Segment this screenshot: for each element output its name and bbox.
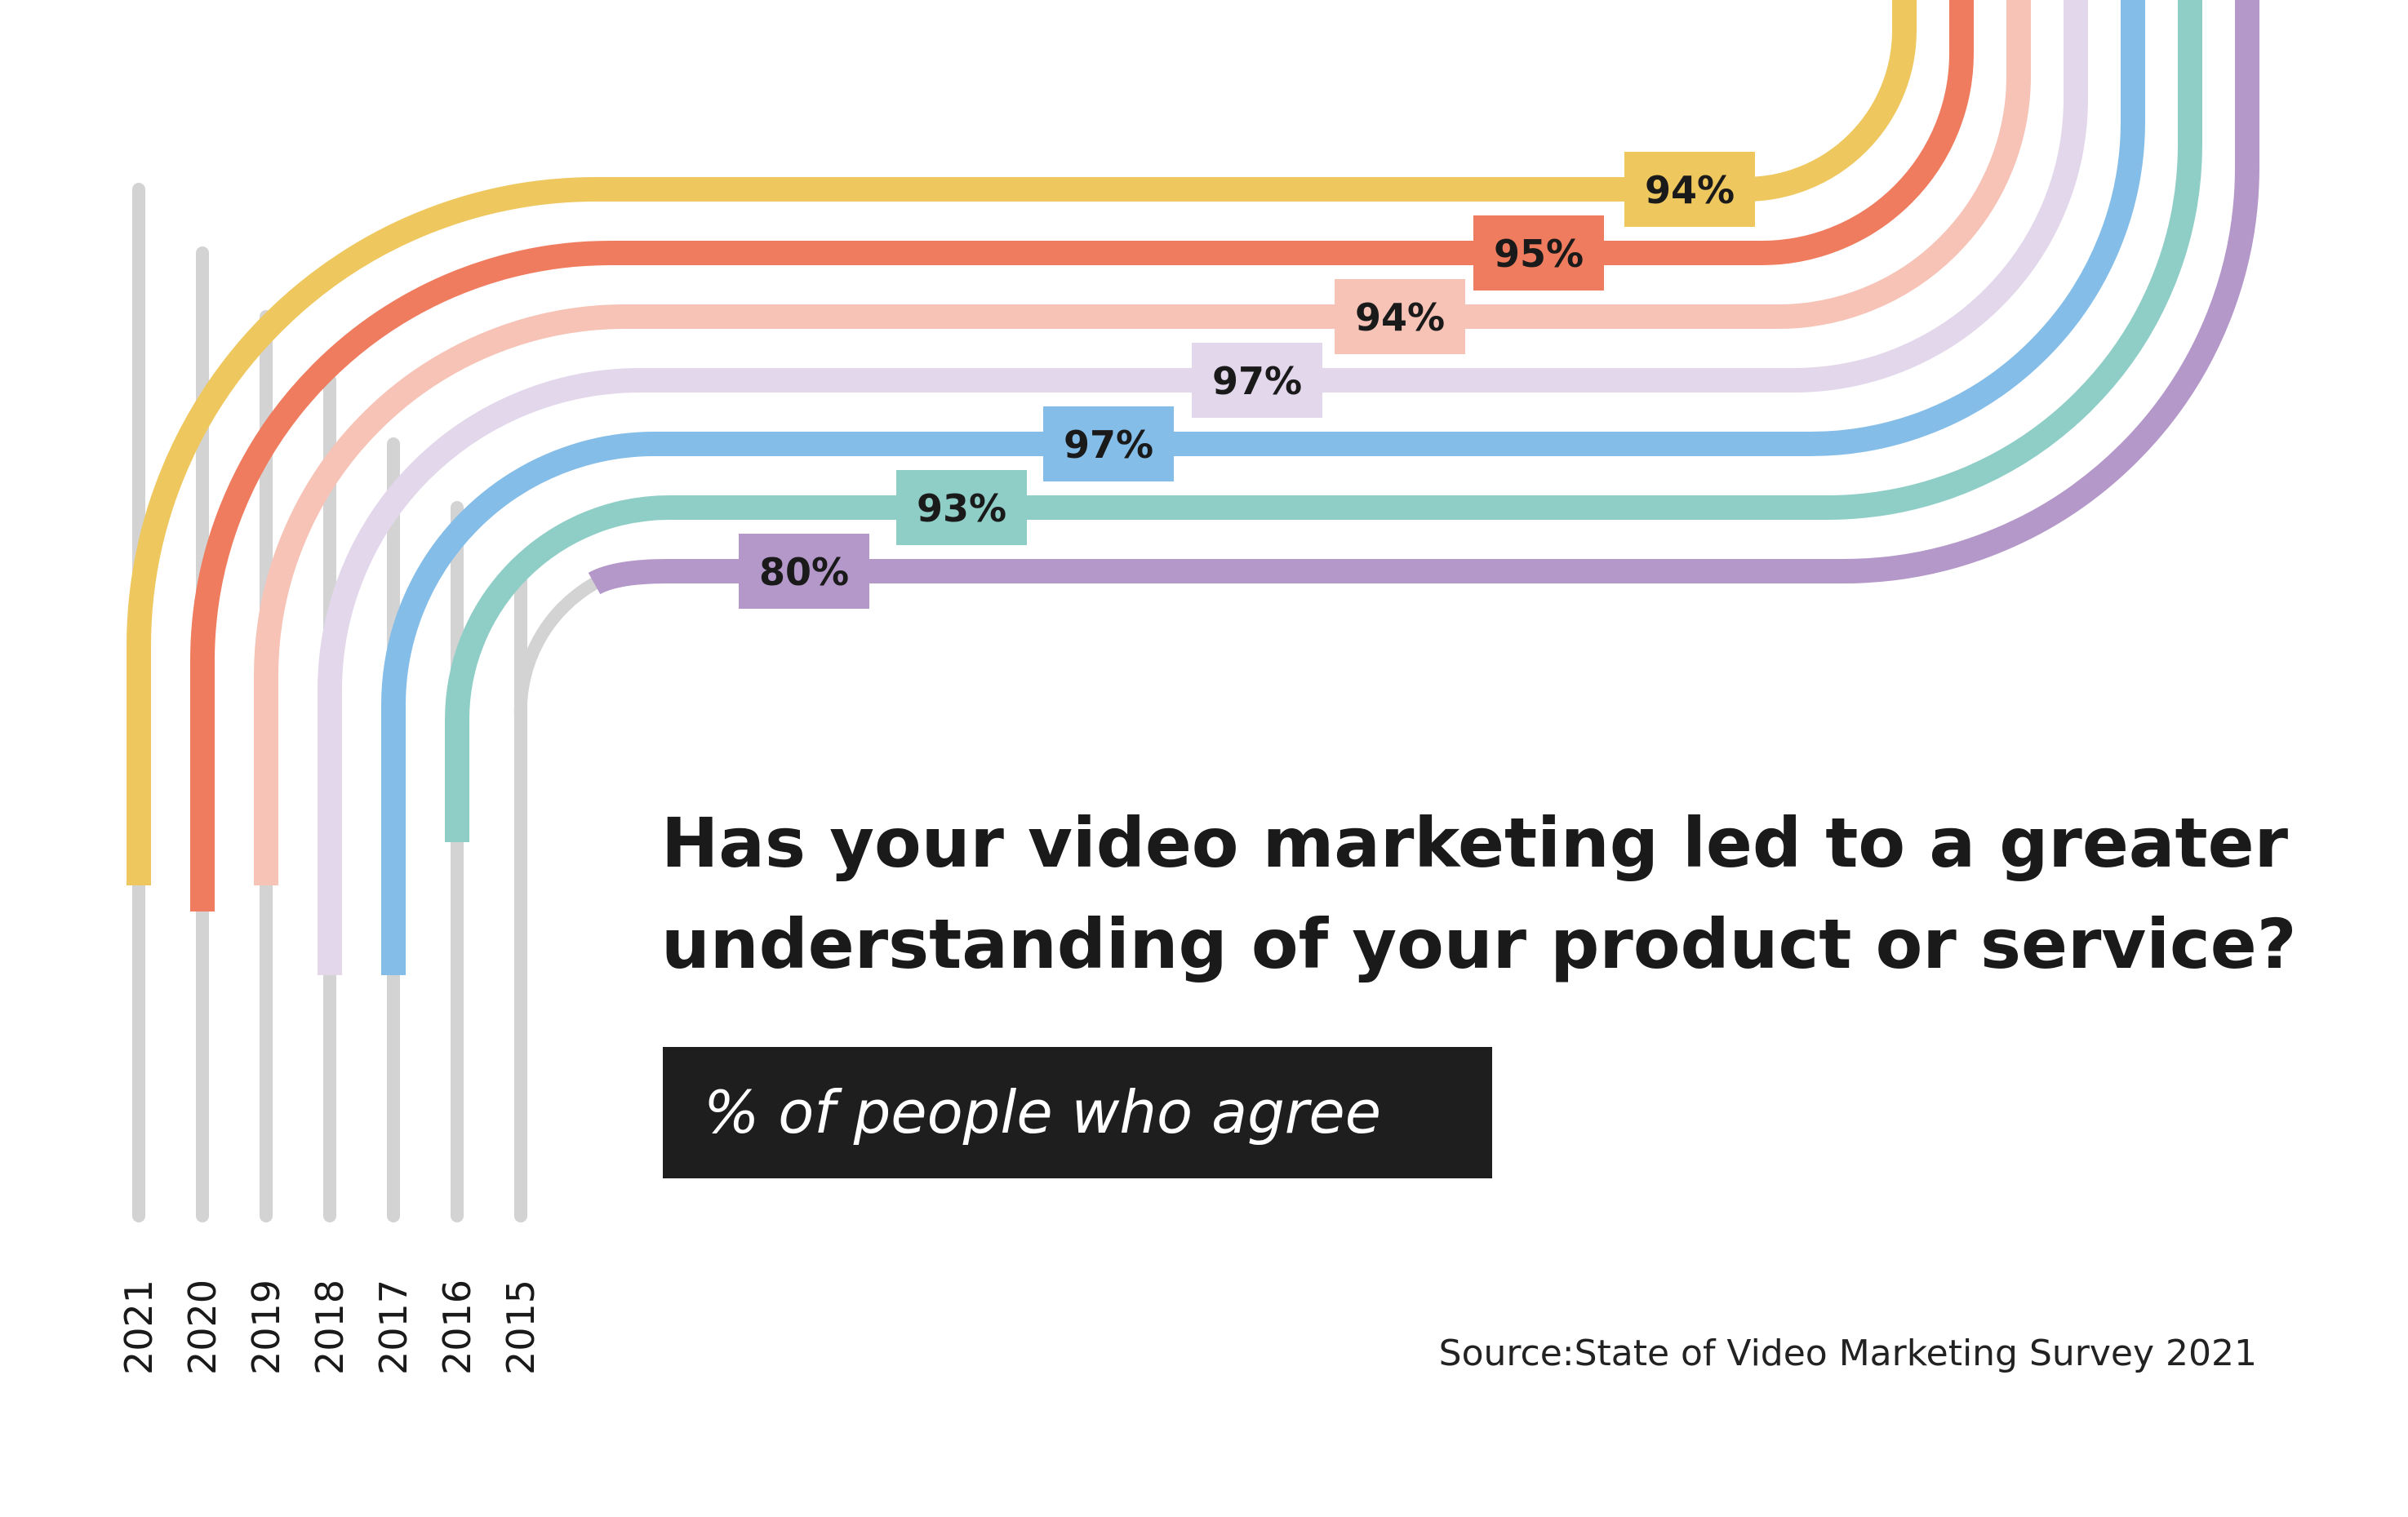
data-label-2017: 97% — [1064, 423, 1153, 467]
stem-bend-2015 — [513, 577, 601, 1222]
value-tag-2016 — [896, 470, 1027, 545]
chart-subtitle: % of people who agree — [704, 1078, 1381, 1147]
data-label-2021: 94% — [1645, 168, 1735, 212]
year-label-2020: 2020 — [180, 1280, 224, 1375]
year-label-2019: 2019 — [244, 1280, 288, 1375]
data-label-2015: 80% — [759, 550, 849, 594]
subtitle-pill — [663, 1047, 1492, 1178]
year-label-2015: 2015 — [499, 1280, 543, 1375]
value-tag-2021 — [1624, 152, 1755, 227]
data-label-2020: 95% — [1494, 232, 1584, 276]
data-label-2019: 94% — [1355, 295, 1445, 339]
data-label-2016: 93% — [917, 486, 1006, 530]
value-tag-2015 — [739, 534, 869, 609]
data-label-2018: 97% — [1212, 359, 1302, 403]
series-line-2021 — [127, 0, 1917, 885]
value-tag-2017 — [1043, 406, 1174, 481]
year-label-2017: 2017 — [371, 1280, 415, 1375]
value-tag-2020 — [1473, 215, 1604, 291]
chart-title-line-1: Has your video marketing led to a greate… — [661, 803, 2289, 883]
series-line-2017 — [381, 0, 2145, 975]
series-line-2019 — [254, 0, 2031, 885]
year-label-2021: 2021 — [117, 1280, 161, 1375]
value-tag-2018 — [1192, 343, 1322, 418]
value-labels: 94% 95% 94% 97% 97% 93% 80% — [739, 152, 1755, 609]
year-label-2016: 2016 — [435, 1280, 479, 1375]
series-line-2020 — [190, 0, 1974, 912]
year-labels: 2021 2020 2019 2018 2017 2016 2015 — [117, 1280, 543, 1375]
series-line-2015 — [588, 0, 2259, 595]
series-line-2016 — [445, 0, 2202, 842]
series-line-2018 — [318, 0, 2088, 975]
source-note: Source:State of Video Marketing Survey 2… — [1439, 1333, 2257, 1374]
series-lines — [127, 0, 2259, 975]
chart-title-line-2: understanding of your product or service… — [661, 904, 2297, 984]
year-label-2018: 2018 — [308, 1280, 352, 1375]
value-tag-2019 — [1335, 279, 1465, 354]
